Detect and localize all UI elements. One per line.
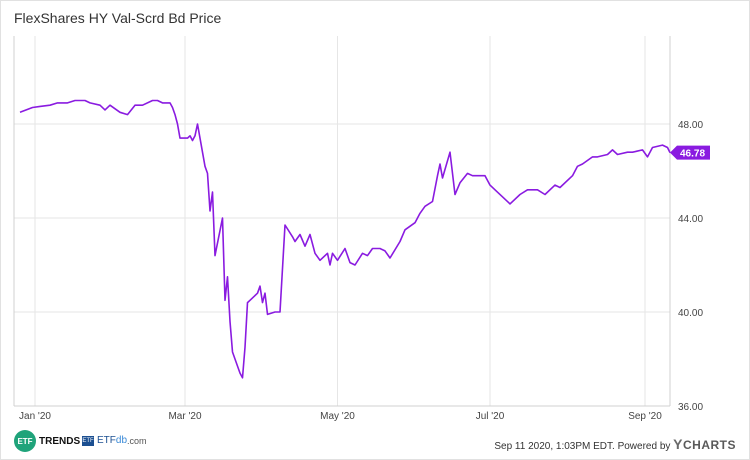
footer: ETF TRENDS ETF ETF db .com Sep 11 2020, 1:… bbox=[0, 428, 750, 458]
etfdb-label-a: ETF bbox=[97, 435, 116, 446]
ycharts-rest: CHARTS bbox=[683, 438, 736, 452]
timestamp-text: Sep 11 2020, 1:03PM EDT. Powered by bbox=[494, 441, 674, 452]
etfdb-logo[interactable]: ETF ETF db .com bbox=[82, 435, 147, 446]
chart-title: FlexShares HY Val-Scrd Bd Price bbox=[14, 10, 222, 26]
ycharts-y: Y bbox=[673, 436, 683, 452]
etf-trends-label: TRENDS bbox=[39, 435, 81, 447]
etfdb-label-c: .com bbox=[127, 435, 147, 446]
etf-trends-badge: ETF bbox=[14, 430, 36, 452]
last-value-label: 46.78 bbox=[680, 149, 705, 160]
etfdb-icon: ETF bbox=[82, 435, 94, 446]
y-tick-label: 44.00 bbox=[678, 214, 703, 225]
timestamp-credit: Sep 11 2020, 1:03PM EDT. Powered by YCHA… bbox=[494, 436, 736, 452]
ycharts-logo[interactable]: YCHARTS bbox=[673, 436, 736, 452]
x-tick-label: May '20 bbox=[320, 411, 355, 422]
y-tick-label: 40.00 bbox=[678, 308, 703, 319]
etf-trends-logo[interactable]: ETF TRENDS bbox=[14, 430, 80, 452]
x-tick-label: Jul '20 bbox=[476, 411, 505, 422]
y-tick-label: 48.00 bbox=[678, 120, 703, 131]
etfdb-label-b: db bbox=[115, 435, 128, 446]
last-value-badge bbox=[670, 145, 710, 160]
price-line bbox=[19, 99, 671, 379]
x-tick-label: Mar '20 bbox=[168, 411, 201, 422]
x-tick-label: Sep '20 bbox=[628, 411, 662, 422]
y-tick-label: 36.00 bbox=[678, 402, 703, 413]
x-tick-label: Jan '20 bbox=[19, 411, 51, 422]
